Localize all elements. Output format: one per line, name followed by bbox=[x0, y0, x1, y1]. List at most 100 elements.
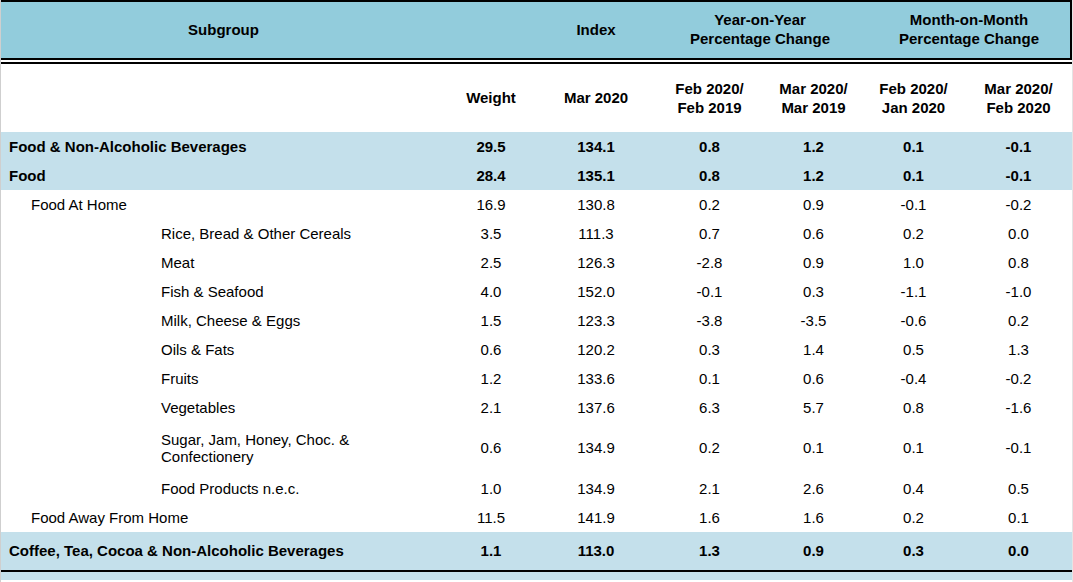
cell-yoy-feb: -3.8 bbox=[656, 306, 763, 335]
cell-index-mar-2020: 111.3 bbox=[536, 219, 656, 248]
table-row: Vegetables2.1137.66.35.70.8-1.6 bbox=[1, 393, 1072, 422]
cell-weight: 1.5 bbox=[446, 306, 536, 335]
cpi-subgroup-table: Subgroup Index Year-on-Year Percentage C… bbox=[0, 0, 1073, 582]
cell-mom-feb: 1.0 bbox=[864, 248, 963, 277]
cell-yoy-mar: 1.2 bbox=[763, 132, 864, 161]
cell-yoy-mar: 5.7 bbox=[763, 393, 864, 422]
cell-yoy-feb: 0.2 bbox=[656, 422, 763, 474]
subheader-yoy-period-2: Mar 2020/ Mar 2019 bbox=[763, 64, 864, 132]
cell-weight: 3.5 bbox=[446, 219, 536, 248]
subheader-index-period: Mar 2020 bbox=[536, 64, 656, 132]
table-subheader: Weight Mar 2020 Feb 2020/ Feb 2019 Mar 2… bbox=[1, 64, 1072, 132]
cell-weight: 28.4 bbox=[446, 161, 536, 190]
cell-mom-feb: 0.1 bbox=[864, 422, 963, 474]
row-label: Food & Non-Alcoholic Beverages bbox=[1, 132, 446, 161]
cell-mom-mar: 0.5 bbox=[963, 474, 1073, 503]
cell-mom-feb: -1.1 bbox=[864, 277, 963, 306]
row-label: Oils & Fats bbox=[1, 335, 446, 364]
row-label: Meat bbox=[1, 248, 446, 277]
cell-weight: 0.6 bbox=[446, 422, 536, 474]
cell-mom-mar: 0.1 bbox=[963, 503, 1073, 532]
cell-mom-mar: -0.1 bbox=[963, 132, 1073, 161]
table-row: Food Away From Home11.5141.91.61.60.20.1 bbox=[1, 503, 1072, 532]
table-row: Fish & Seafood4.0152.0-0.10.3-1.1-1.0 bbox=[1, 277, 1072, 306]
cell-mom-mar: 0.0 bbox=[963, 532, 1073, 570]
cell-yoy-mar: 1.4 bbox=[763, 335, 864, 364]
cell-yoy-feb: 0.7 bbox=[656, 219, 763, 248]
cell-mom-feb: -0.4 bbox=[864, 364, 963, 393]
table-row: Coffee, Tea, Cocoa & Non-Alcoholic Bever… bbox=[1, 532, 1072, 570]
cell-yoy-feb: 0.8 bbox=[656, 161, 763, 190]
cell-yoy-feb: -0.1 bbox=[656, 277, 763, 306]
cell-yoy-mar: 0.6 bbox=[763, 364, 864, 393]
table-row: Food & Non-Alcoholic Beverages29.5134.1 0… bbox=[1, 132, 1072, 161]
cell-mom-mar: 0.0 bbox=[963, 219, 1073, 248]
cell-mom-mar: 0.8 bbox=[963, 248, 1073, 277]
row-label: Fish & Seafood bbox=[1, 277, 446, 306]
cell-index-mar-2020: 134.9 bbox=[536, 422, 656, 474]
table-row: Rice, Bread & Other Cereals3.5111.30.70.… bbox=[1, 219, 1072, 248]
column-header-index: Index bbox=[536, 2, 656, 58]
cell-yoy-mar: 0.1 bbox=[763, 422, 864, 474]
cell-index-mar-2020: 120.2 bbox=[536, 335, 656, 364]
cell-index-mar-2020: 152.0 bbox=[536, 277, 656, 306]
cell-mom-feb: 0.1 bbox=[864, 132, 963, 161]
column-header-yoy-change: Year-on-Year Percentage Change bbox=[656, 2, 864, 58]
row-label: Vegetables bbox=[1, 393, 446, 422]
row-label: Food Products n.e.c. bbox=[1, 474, 446, 503]
cell-weight: 1.1 bbox=[446, 532, 536, 570]
cell-mom-feb: 0.8 bbox=[864, 393, 963, 422]
table-body: Food & Non-Alcoholic Beverages29.5134.10… bbox=[1, 132, 1072, 570]
cell-weight: 16.9 bbox=[446, 190, 536, 219]
table-bottom-strip bbox=[1, 572, 1072, 580]
cell-yoy-feb: 1.3 bbox=[656, 532, 763, 570]
table-row: Food Products n.e.c.1.0134.92.12.60.40.5 bbox=[1, 474, 1072, 503]
cell-yoy-mar: 0.9 bbox=[763, 248, 864, 277]
cell-index-mar-2020: 137.6 bbox=[536, 393, 656, 422]
cell-weight: 11.5 bbox=[446, 503, 536, 532]
cell-mom-feb: 0.4 bbox=[864, 474, 963, 503]
cell-yoy-mar: -3.5 bbox=[763, 306, 864, 335]
cell-mom-feb: 0.5 bbox=[864, 335, 963, 364]
cell-mom-mar: 1.3 bbox=[963, 335, 1073, 364]
table-row: Milk, Cheese & Eggs1.5123.3-3.8-3.5-0.60… bbox=[1, 306, 1072, 335]
cell-index-mar-2020: 113.0 bbox=[536, 532, 656, 570]
table-row: Oils & Fats0.6120.20.31.40.51.3 bbox=[1, 335, 1072, 364]
column-header-subgroup: Subgroup bbox=[1, 2, 446, 58]
cell-index-mar-2020: 134.1 bbox=[536, 132, 656, 161]
row-label: Rice, Bread & Other Cereals bbox=[1, 219, 446, 248]
cell-yoy-mar: 1.6 bbox=[763, 503, 864, 532]
subheader-mom-period-1: Feb 2020/ Jan 2020 bbox=[864, 64, 963, 132]
table-row: Fruits1.2133.60.10.6-0.4-0.2 bbox=[1, 364, 1072, 393]
cell-weight: 4.0 bbox=[446, 277, 536, 306]
subheader-spacer bbox=[1, 64, 446, 132]
cell-yoy-feb: 1.6 bbox=[656, 503, 763, 532]
row-label: Milk, Cheese & Eggs bbox=[1, 306, 446, 335]
subheader-weight: Weight bbox=[446, 64, 536, 132]
cell-yoy-feb: 0.1 bbox=[656, 364, 763, 393]
table-row: Meat2.5126.3-2.80.91.00.8 bbox=[1, 248, 1072, 277]
cell-yoy-mar: 0.6 bbox=[763, 219, 864, 248]
subheader-mom-period-2: Mar 2020/ Feb 2020 bbox=[963, 64, 1073, 132]
cell-yoy-feb: 2.1 bbox=[656, 474, 763, 503]
cell-weight: 2.5 bbox=[446, 248, 536, 277]
row-label: Sugar, Jam, Honey, Choc. & Confectionery bbox=[1, 422, 446, 474]
row-label: Coffee, Tea, Cocoa & Non-Alcoholic Bever… bbox=[1, 532, 446, 570]
cell-mom-feb: 0.2 bbox=[864, 503, 963, 532]
table-header-band: Subgroup Index Year-on-Year Percentage C… bbox=[1, 0, 1072, 58]
cell-mom-feb: 0.1 bbox=[864, 161, 963, 190]
cell-mom-feb: -0.1 bbox=[864, 190, 963, 219]
cell-index-mar-2020: 126.3 bbox=[536, 248, 656, 277]
cell-mom-feb: -0.6 bbox=[864, 306, 963, 335]
column-header-spacer bbox=[446, 2, 536, 58]
cell-yoy-mar: 0.3 bbox=[763, 277, 864, 306]
cell-weight: 29.5 bbox=[446, 132, 536, 161]
table-row: Sugar, Jam, Honey, Choc. & Confectionery… bbox=[1, 422, 1072, 474]
cell-mom-mar: -0.2 bbox=[963, 364, 1073, 393]
cell-index-mar-2020: 141.9 bbox=[536, 503, 656, 532]
cell-mom-mar: -1.6 bbox=[963, 393, 1073, 422]
cell-yoy-feb: 0.2 bbox=[656, 190, 763, 219]
cell-mom-mar: 0.2 bbox=[963, 306, 1073, 335]
row-label: Food bbox=[1, 161, 446, 190]
cell-weight: 1.0 bbox=[446, 474, 536, 503]
